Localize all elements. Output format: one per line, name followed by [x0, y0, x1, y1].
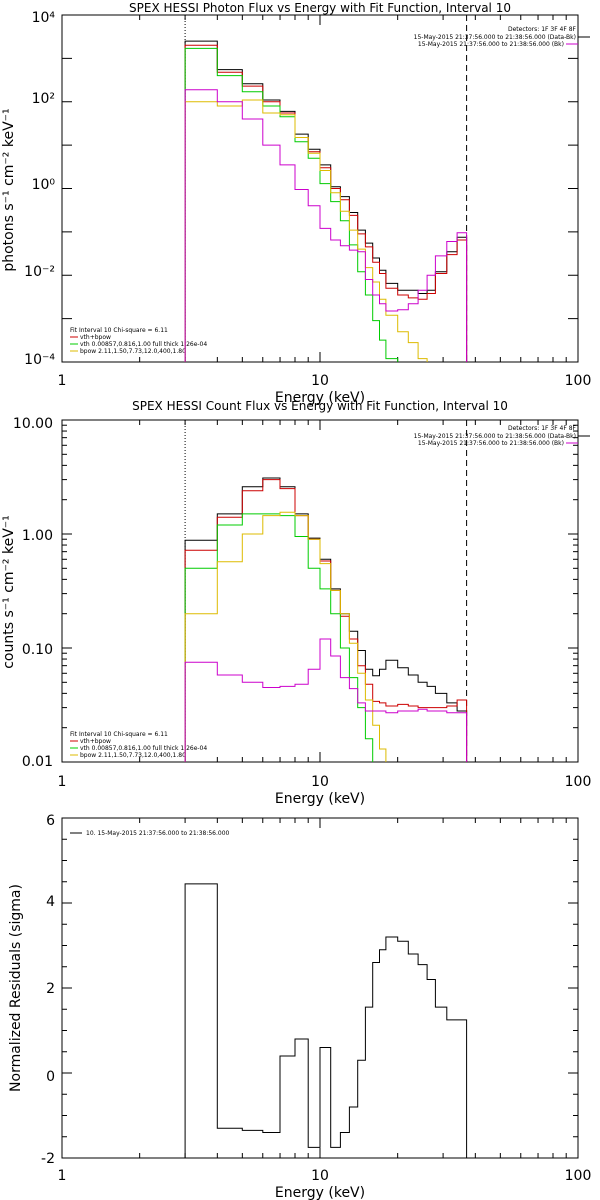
panel2-fit-legend: Fit Interval 10 Chi-square = 6.11 vth+bp… — [70, 731, 207, 759]
y-tick-label: 1.00 — [22, 528, 53, 544]
y-tick-label: 10.00 — [13, 416, 53, 432]
y-tick-label: 0 — [46, 1069, 55, 1085]
x-tick-label: 100 — [565, 1168, 592, 1184]
panel2-y-axis-label: counts s⁻¹ cm⁻² keV⁻¹ — [1, 515, 17, 669]
series-bpow — [184, 99, 428, 362]
count-flux-panel: SPEX HESSI Count Flux vs Energy with Fit… — [1, 399, 591, 807]
panel2-title: SPEX HESSI Count Flux vs Energy with Fit… — [132, 399, 508, 413]
residual-legend-label: 10. 15-May-2015 21:37:56.000 to 21:38:56… — [86, 830, 230, 837]
y-tick-label: 10⁻⁴ — [24, 352, 55, 368]
series-vth-bpow — [184, 44, 468, 362]
panel3-y-axis-label: Normalized Residuals (sigma) — [8, 884, 24, 1092]
y-tick-label: 10² — [32, 91, 55, 107]
panel1-fit-legend: Fit Interval 10 Chi-square = 6.11 vth+bp… — [70, 327, 207, 355]
panel3-x-ticks: 1 10 100 — [58, 1168, 592, 1184]
plot-frame — [61, 14, 579, 363]
fit-vth-label: vth 0.00857,0.816,1.00 full thick 1.26e-… — [80, 745, 207, 752]
series-data-bk — [184, 477, 468, 762]
series-bk — [184, 89, 468, 362]
panel1-x-ticks: 1 10 100 — [58, 373, 592, 389]
y-tick-label: 0.01 — [22, 754, 53, 770]
series-bk — [184, 638, 468, 762]
series-bpow — [184, 511, 399, 762]
bk-interval-label: 15-May-2015 21:37:56.000 to 21:38:56.000… — [418, 440, 564, 447]
detectors-label: Detectors: 1F 3F 4F 8F — [508, 425, 577, 432]
fit-bpow-label: bpow 2.11,1.50,7.73,12.0,400,1.80 — [80, 348, 186, 355]
y-tick-label: 0.10 — [22, 642, 53, 658]
x-tick-label: 100 — [565, 774, 592, 790]
series-residuals — [184, 883, 468, 1158]
data-bk-interval-label: 15-May-2015 21:37:56.000 to 21:38:56.000… — [414, 34, 576, 41]
x-tick-label: 1 — [58, 1168, 67, 1184]
series-vth — [184, 513, 380, 762]
series-data-bk — [184, 40, 468, 362]
panel3-y-ticks: -2 0 2 4 6 — [41, 813, 55, 1167]
x-tick-label: 10 — [311, 1168, 329, 1184]
fit-info-label: Fit Interval 10 Chi-square = 6.11 — [70, 731, 168, 738]
data-bk-interval-label: 15-May-2015 21:37:56.000 to 21:38:56.000… — [414, 433, 576, 440]
detectors-label: Detectors: 1F 3F 4F 8F — [508, 26, 577, 33]
y-tick-label: -2 — [41, 1151, 55, 1167]
y-tick-label: 10⁻² — [24, 264, 55, 280]
y-tick-label: 10⁰ — [32, 177, 56, 193]
y-tick-label: 4 — [46, 894, 55, 910]
x-tick-label: 10 — [311, 774, 329, 790]
fit-bpow-label: bpow 2.11,1.50,7.73,12.0,400,1.80 — [80, 752, 186, 759]
panel2-x-axis-label: Energy (keV) — [275, 791, 365, 807]
y-tick-label: 6 — [46, 813, 55, 829]
panel1-x-axis-label: Energy (keV) — [275, 390, 365, 406]
residuals-panel: 1 10 100 -2 0 2 4 6 Energy (keV) Normali… — [8, 813, 591, 1200]
y-tick-label: 10⁴ — [32, 10, 56, 26]
panel2-y-ticks: 0.01 0.10 1.00 10.00 — [13, 416, 53, 770]
panel1-y-axis-label: photons s⁻¹ cm⁻² keV⁻¹ — [1, 108, 17, 271]
plot-frame — [61, 419, 579, 763]
x-tick-label: 1 — [58, 373, 67, 389]
panel1-title: SPEX HESSI Photon Flux vs Energy with Fi… — [129, 1, 511, 15]
x-tick-label: 10 — [311, 373, 329, 389]
panel3-x-axis-label: Energy (keV) — [275, 1185, 365, 1200]
x-tick-label: 1 — [58, 774, 67, 790]
photon-flux-panel: SPEX HESSI Photon Flux vs Energy with Fi… — [1, 1, 591, 406]
panel1-y-ticks: 10⁻⁴ 10⁻² 10⁰ 10² 10⁴ — [24, 10, 55, 368]
bk-interval-label: 15-May-2015 21:37:56.000 to 21:38:56.000… — [418, 41, 564, 48]
panel2-header-text: Detectors: 1F 3F 4F 8F 15-May-2015 21:37… — [414, 425, 577, 447]
series-vth-bpow — [184, 479, 468, 762]
fit-vth-bpow-label: vth+bpow — [80, 738, 111, 745]
fit-info-label: Fit Interval 10 Chi-square = 6.11 — [70, 327, 168, 334]
x-tick-label: 100 — [565, 373, 592, 389]
panel2-x-ticks: 1 10 100 — [58, 774, 592, 790]
fit-vth-bpow-label: vth+bpow — [80, 334, 111, 341]
y-tick-label: 2 — [46, 981, 55, 997]
fit-vth-label: vth 0.00857,0.816,1.00 full thick 1.26e-… — [80, 341, 207, 348]
panel1-header-text: Detectors: 1F 3F 4F 8F 15-May-2015 21:37… — [414, 26, 577, 48]
